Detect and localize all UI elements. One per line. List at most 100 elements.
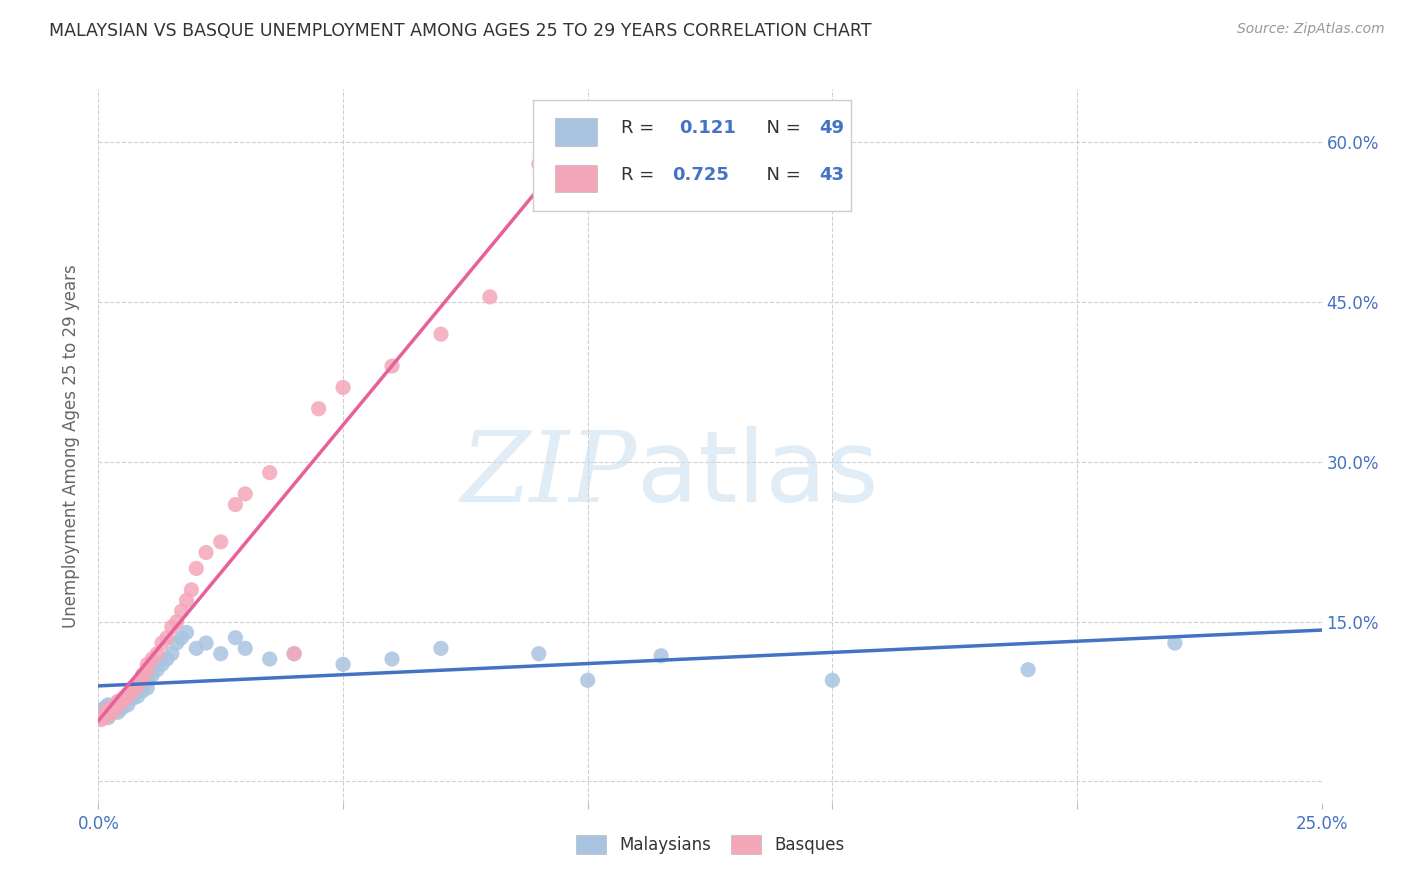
Point [101,700,124,714]
Point [91,710,114,724]
Point [94,706,117,720]
Point [224,498,246,512]
Point [97,698,120,712]
Point [107,706,129,720]
Point [131,684,153,698]
Text: ZIP: ZIP [460,427,637,522]
Point [111,695,134,709]
Point [1017,663,1039,677]
Point [127,679,149,693]
Point [97,708,120,723]
Point [186,641,208,656]
Point [136,657,159,672]
Point [209,647,232,661]
Point [170,604,193,618]
Point [156,631,179,645]
FancyBboxPatch shape [555,165,596,192]
Point [180,582,202,597]
Point [117,690,139,704]
Text: N =: N = [755,120,807,137]
Point [160,620,183,634]
Point [136,673,159,688]
Point [97,702,120,716]
Point [283,647,305,661]
Point [650,648,672,663]
Point [127,684,149,698]
Point [131,673,153,688]
Point [131,679,153,693]
Point [381,652,404,666]
Point [97,710,120,724]
Point [259,466,281,480]
Point [150,657,173,672]
Point [283,647,305,661]
Point [101,706,124,720]
Point [100,706,122,720]
Point [186,561,208,575]
Point [527,647,550,661]
Point [141,652,163,666]
Point [117,690,139,704]
Point [136,681,159,695]
Point [117,687,139,701]
Point [176,625,198,640]
Point [166,636,188,650]
Point [101,702,124,716]
Point [150,636,173,650]
Point [821,673,844,688]
Point [170,631,193,645]
Point [121,691,143,706]
Point [259,652,281,666]
Point [430,327,453,342]
Text: N =: N = [755,166,807,184]
Point [104,698,127,712]
Text: MALAYSIAN VS BASQUE UNEMPLOYMENT AMONG AGES 25 TO 29 YEARS CORRELATION CHART: MALAYSIAN VS BASQUE UNEMPLOYMENT AMONG A… [49,22,872,40]
FancyBboxPatch shape [555,119,596,145]
Text: atlas: atlas [637,426,879,523]
Point [111,695,134,709]
Point [308,401,330,416]
Point [233,641,256,656]
Point [111,700,134,714]
Point [91,702,114,716]
Point [176,593,198,607]
Point [90,706,112,720]
Point [146,663,169,677]
Point [117,698,139,712]
Point [121,684,143,698]
Text: R =: R = [620,166,659,184]
Point [576,673,599,688]
Point [160,647,183,661]
Point [156,652,179,666]
Text: 0.121: 0.121 [679,120,737,137]
Point [107,698,129,712]
Text: 0.725: 0.725 [672,166,728,184]
Point [94,700,117,714]
Point [1164,636,1187,650]
Point [166,615,188,629]
Y-axis label: Unemployment Among Ages 25 to 29 years: Unemployment Among Ages 25 to 29 years [62,264,80,628]
Point [195,545,218,559]
Point [110,702,132,716]
Text: R =: R = [620,120,665,137]
Point [430,641,453,656]
Point [127,690,149,704]
Point [136,663,159,677]
Point [233,487,256,501]
Text: 43: 43 [818,166,844,184]
Point [209,534,232,549]
Point [332,380,354,394]
FancyBboxPatch shape [533,100,851,211]
Point [381,359,404,373]
Point [90,713,112,727]
Point [107,695,129,709]
Point [114,695,136,709]
Point [141,668,163,682]
Point [111,691,134,706]
Point [332,657,354,672]
Legend: Malaysians, Basques: Malaysians, Basques [567,826,853,863]
Point [195,636,218,650]
Point [127,676,149,690]
Point [121,687,143,701]
Point [101,700,124,714]
